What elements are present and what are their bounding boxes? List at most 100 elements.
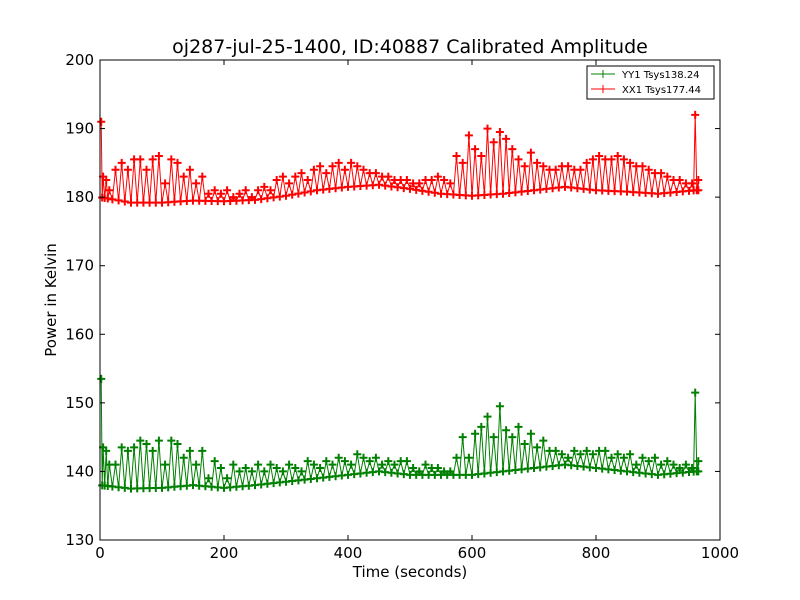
data-point bbox=[433, 172, 442, 181]
data-point bbox=[148, 155, 157, 164]
data-point bbox=[638, 162, 647, 171]
y-tick-label: 130 bbox=[65, 531, 94, 549]
data-point bbox=[130, 443, 139, 452]
data-point bbox=[644, 457, 653, 466]
data-point bbox=[421, 460, 430, 469]
data-point bbox=[167, 155, 176, 164]
data-point bbox=[409, 464, 418, 472]
data-point bbox=[533, 158, 542, 167]
data-point bbox=[675, 464, 684, 472]
data-point bbox=[551, 446, 560, 455]
data-point bbox=[303, 457, 312, 466]
data-point bbox=[347, 460, 356, 469]
data-point bbox=[291, 464, 300, 472]
data-point bbox=[657, 460, 666, 469]
data-point bbox=[402, 176, 411, 184]
data-point bbox=[607, 453, 616, 462]
y-tick-label: 200 bbox=[65, 51, 94, 69]
data-point bbox=[371, 169, 380, 178]
data-point bbox=[694, 457, 703, 466]
data-point bbox=[297, 169, 306, 178]
data-point bbox=[681, 460, 690, 469]
data-point bbox=[309, 165, 318, 174]
data-point bbox=[464, 453, 473, 462]
data-point bbox=[235, 189, 244, 198]
data-point bbox=[297, 467, 306, 476]
data-point bbox=[539, 162, 548, 171]
data-point bbox=[272, 464, 281, 472]
data-point bbox=[303, 176, 312, 184]
data-point bbox=[334, 453, 343, 462]
data-point bbox=[390, 460, 399, 469]
data-point bbox=[359, 453, 368, 462]
data-point bbox=[260, 467, 269, 476]
y-tick-label: 190 bbox=[65, 120, 94, 138]
data-point bbox=[247, 467, 256, 476]
data-point bbox=[551, 165, 560, 174]
data-point bbox=[241, 464, 250, 472]
data-point bbox=[161, 179, 170, 188]
data-point bbox=[210, 457, 219, 466]
data-point bbox=[582, 446, 591, 455]
data-point bbox=[688, 179, 697, 188]
data-point bbox=[588, 155, 597, 164]
x-tick-label: 800 bbox=[582, 544, 611, 562]
data-point bbox=[632, 460, 641, 469]
data-point bbox=[495, 128, 504, 136]
data-point bbox=[691, 110, 700, 119]
data-point bbox=[241, 186, 250, 195]
data-point bbox=[626, 450, 635, 459]
data-point bbox=[588, 450, 597, 459]
data-point bbox=[471, 145, 480, 154]
data-point bbox=[108, 195, 117, 204]
data-point bbox=[691, 388, 700, 397]
data-point bbox=[464, 131, 473, 140]
data-point bbox=[644, 165, 653, 174]
data-point bbox=[471, 429, 480, 438]
data-point bbox=[371, 453, 380, 462]
data-point bbox=[433, 464, 442, 472]
y-tick-label: 170 bbox=[65, 257, 94, 275]
data-point bbox=[440, 176, 449, 184]
data-point bbox=[340, 165, 349, 174]
data-point bbox=[576, 165, 585, 174]
data-point bbox=[347, 158, 356, 167]
data-point bbox=[675, 176, 684, 184]
data-point bbox=[657, 169, 666, 178]
chart-title: oj287-jul-25-1400, ID:40887 Calibrated A… bbox=[172, 36, 648, 58]
data-point bbox=[384, 457, 393, 466]
data-point bbox=[694, 186, 703, 195]
data-point bbox=[477, 422, 486, 431]
data-point bbox=[508, 145, 517, 154]
data-point bbox=[306, 187, 315, 196]
data-point bbox=[533, 443, 542, 452]
data-point bbox=[136, 155, 145, 164]
data-point bbox=[254, 186, 263, 195]
data-point bbox=[123, 165, 132, 174]
data-point bbox=[288, 190, 297, 199]
data-point bbox=[340, 457, 349, 466]
data-point bbox=[378, 460, 387, 469]
plot-frame bbox=[99, 59, 721, 541]
data-point bbox=[694, 176, 703, 184]
data-point bbox=[650, 453, 659, 462]
data-point bbox=[235, 467, 244, 476]
y-axis-label: Power in Kelvin bbox=[42, 243, 60, 357]
data-point bbox=[334, 158, 343, 167]
data-point bbox=[353, 162, 362, 171]
data-point bbox=[185, 165, 194, 174]
x-tick-label: 400 bbox=[334, 544, 363, 562]
data-point bbox=[111, 460, 120, 469]
data-point bbox=[526, 429, 535, 438]
data-point bbox=[179, 172, 188, 181]
data-point bbox=[161, 460, 170, 469]
x-tick-label: 200 bbox=[210, 544, 239, 562]
data-point bbox=[452, 453, 461, 462]
data-point bbox=[173, 158, 182, 167]
data-point bbox=[489, 433, 498, 442]
data-point bbox=[502, 426, 511, 435]
data-point bbox=[294, 189, 303, 198]
data-point bbox=[102, 176, 111, 184]
data-point bbox=[282, 191, 290, 200]
data-point bbox=[557, 450, 566, 459]
